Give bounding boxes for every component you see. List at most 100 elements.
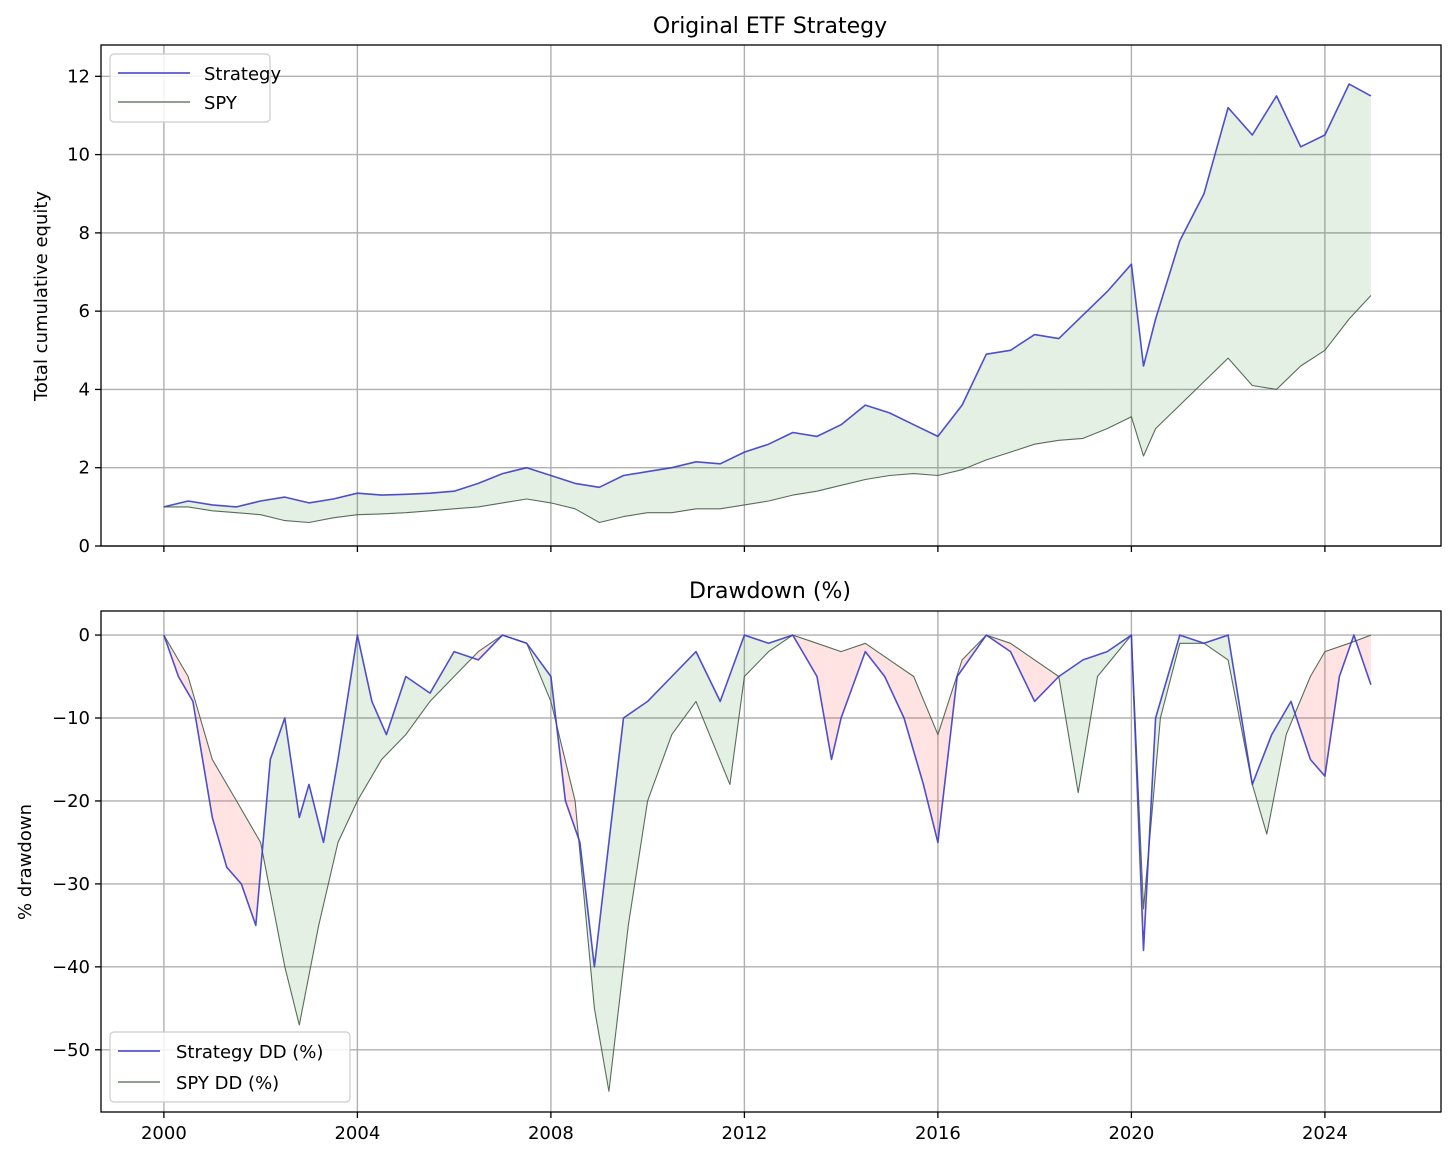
fill-outperform-segment	[750, 637, 753, 671]
fill-underperform-segment	[1325, 650, 1328, 776]
fill-outperform-segment	[798, 433, 802, 495]
drawdown-series-lines	[163, 634, 1372, 1092]
fill-underperform-segment	[1327, 650, 1330, 759]
fill-outperform-segment	[1267, 740, 1270, 834]
fill-outperform-segment	[1211, 158, 1214, 375]
fill-outperform-segment	[1151, 326, 1154, 439]
fill-outperform-segment	[750, 449, 753, 504]
fill-outperform-segment	[258, 501, 261, 515]
fill-outperform-segment	[1259, 119, 1263, 388]
fill-outperform-segment	[1069, 667, 1072, 753]
fill-outperform-segment	[690, 655, 693, 710]
y-tick-label: −40	[52, 957, 90, 978]
fill-outperform-segment	[950, 416, 954, 473]
fill-outperform-segment	[366, 677, 370, 786]
fill-outperform-segment	[504, 472, 507, 503]
fill-outperform-segment	[603, 484, 606, 522]
fill-outperform-segment	[1098, 298, 1101, 433]
fill-outperform-segment	[224, 505, 227, 512]
fill-outperform-segment	[523, 467, 526, 500]
fill-underperform-segment	[931, 719, 934, 827]
fill-outperform-segment	[463, 487, 466, 509]
fill-outperform-segment	[1223, 115, 1226, 363]
fill-outperform-segment	[1066, 669, 1070, 739]
fill-outperform-segment	[253, 502, 256, 515]
fill-outperform-segment	[453, 652, 456, 678]
fill-underperform-segment	[1045, 667, 1048, 691]
fill-underperform-segment	[827, 647, 831, 752]
fill-outperform-segment	[989, 353, 992, 459]
fill-outperform-segment	[745, 635, 749, 676]
fill-outperform-segment	[1332, 114, 1335, 341]
fill-outperform-segment	[1276, 721, 1280, 784]
fill-outperform-segment	[830, 428, 833, 488]
fill-outperform-segment	[412, 681, 415, 726]
fill-outperform-segment	[325, 499, 328, 520]
fill-outperform-segment	[320, 500, 324, 521]
fill-outperform-segment	[559, 478, 563, 506]
fill-outperform-segment	[318, 821, 321, 927]
fill-outperform-segment	[629, 474, 633, 516]
fill-outperform-segment	[1269, 734, 1272, 821]
fill-outperform-segment	[1071, 666, 1074, 768]
fill-outperform-segment	[1337, 104, 1340, 335]
fill-outperform-segment	[1105, 291, 1108, 430]
fill-outperform-segment	[373, 494, 377, 515]
fill-outperform-segment	[1158, 302, 1161, 426]
fill-outperform-segment	[673, 466, 676, 513]
fill-outperform-segment	[439, 492, 442, 510]
fill-outperform-segment	[757, 447, 761, 503]
y-tick-label: 6	[79, 301, 90, 322]
fill-underperform-segment	[475, 652, 478, 660]
fill-outperform-segment	[1013, 346, 1016, 451]
fill-outperform-segment	[1310, 140, 1313, 360]
fill-outperform-segment	[1160, 294, 1164, 424]
fill-outperform-segment	[248, 503, 251, 514]
fill-outperform-segment	[719, 463, 722, 509]
fill-outperform-segment	[769, 642, 773, 651]
fill-underperform-segment	[477, 650, 481, 660]
fill-outperform-segment	[1257, 122, 1260, 387]
fill-outperform-segment	[250, 502, 254, 515]
fill-outperform-segment	[941, 429, 944, 475]
fill-outperform-segment	[926, 431, 930, 475]
fill-outperform-segment	[736, 651, 739, 739]
fill-underperform-segment	[1308, 676, 1311, 760]
fill-outperform-segment	[209, 504, 213, 511]
y-tick-label: −30	[52, 874, 90, 895]
fill-outperform-segment	[999, 351, 1002, 456]
fill-outperform-segment	[214, 505, 217, 512]
fill-outperform-segment	[1042, 335, 1045, 443]
fill-outperform-segment	[1286, 705, 1289, 735]
y-tick-label: −10	[52, 708, 90, 729]
fill-outperform-segment	[1047, 336, 1050, 443]
fill-outperform-segment	[793, 432, 797, 495]
fill-underperform-segment	[820, 644, 823, 711]
fill-outperform-segment	[658, 469, 662, 513]
fill-outperform-segment	[1223, 635, 1226, 659]
fill-outperform-segment	[192, 501, 196, 508]
fill-outperform-segment	[287, 732, 290, 986]
fill-outperform-segment	[762, 445, 765, 502]
fill-outperform-segment	[596, 486, 599, 522]
fill-outperform-segment	[682, 464, 686, 511]
fill-outperform-segment	[1240, 121, 1243, 375]
fill-underperform-segment	[851, 647, 855, 689]
fill-underperform-segment	[1358, 638, 1362, 657]
fill-outperform-segment	[369, 494, 372, 515]
fill-outperform-segment	[482, 480, 485, 507]
fill-underperform-segment	[926, 707, 930, 808]
fill-outperform-segment	[217, 505, 220, 512]
fill-outperform-segment	[352, 653, 355, 813]
fill-outperform-segment	[1296, 136, 1299, 371]
drawdown-axes-frame	[100, 610, 1442, 1113]
fill-outperform-segment	[1346, 84, 1350, 323]
strategy-line	[163, 83, 1372, 508]
fill-outperform-segment	[772, 441, 775, 501]
fill-outperform-segment	[1194, 207, 1198, 391]
fill-outperform-segment	[972, 378, 975, 466]
fill-outperform-segment	[593, 486, 596, 521]
fill-outperform-segment	[1320, 136, 1323, 354]
fill-outperform-segment	[687, 657, 691, 713]
fill-outperform-segment	[714, 689, 717, 752]
